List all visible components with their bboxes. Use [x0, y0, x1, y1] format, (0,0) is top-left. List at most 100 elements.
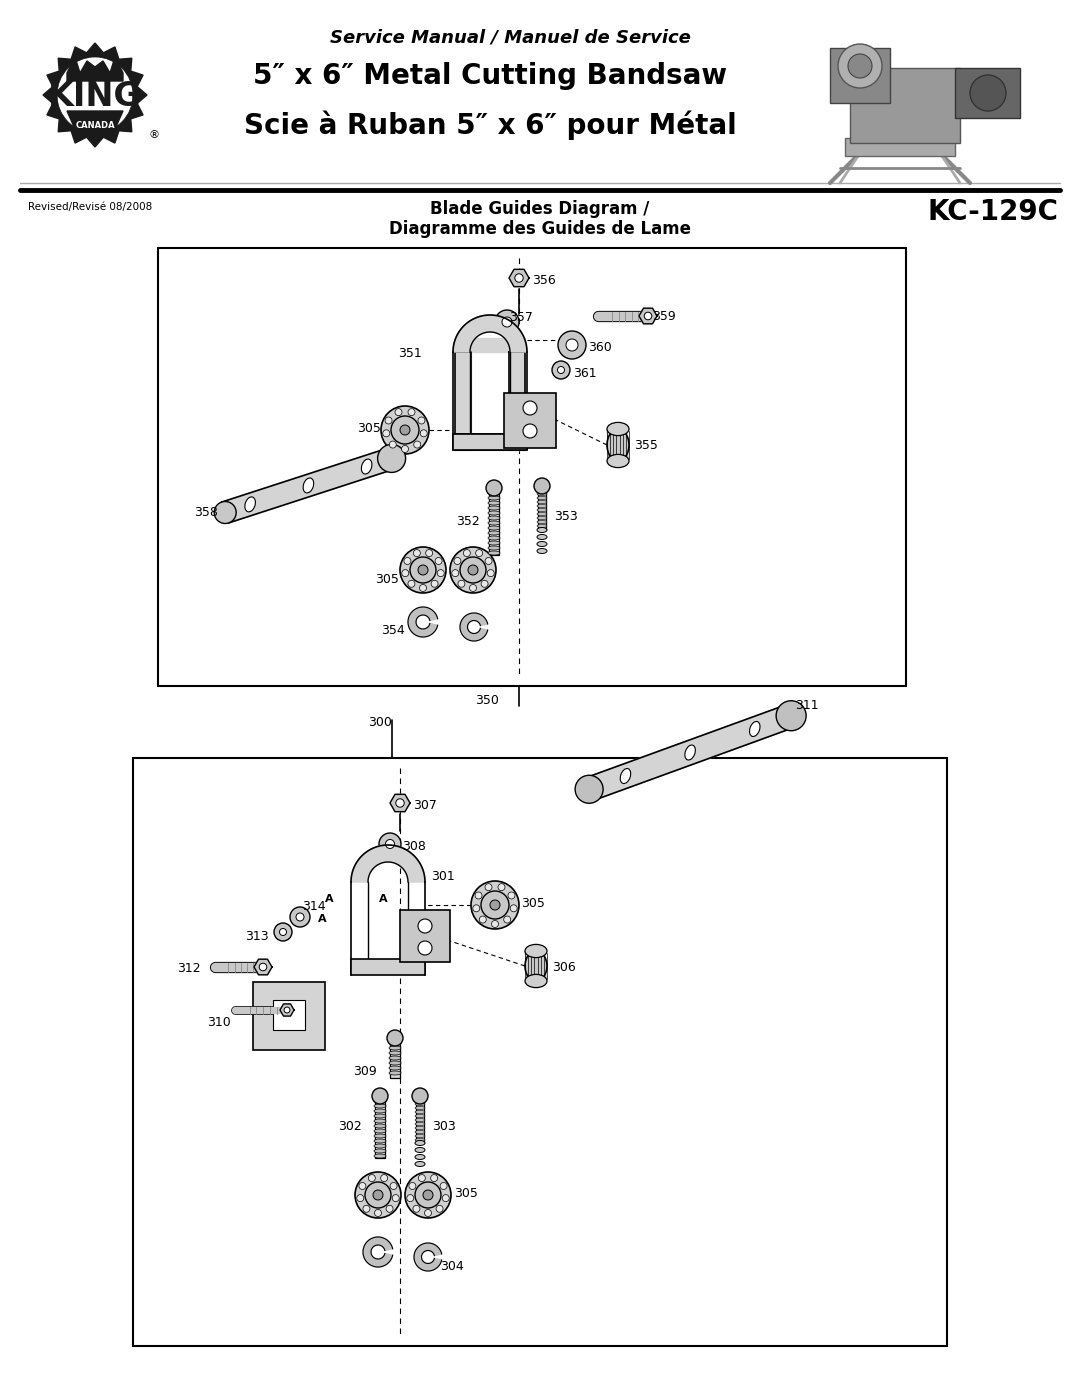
- Ellipse shape: [537, 517, 546, 520]
- Polygon shape: [509, 270, 529, 286]
- Circle shape: [481, 891, 509, 919]
- Ellipse shape: [374, 1125, 386, 1127]
- Text: 354: 354: [381, 624, 405, 637]
- Circle shape: [214, 502, 237, 524]
- Text: 351: 351: [399, 346, 422, 360]
- Circle shape: [363, 1206, 370, 1213]
- Circle shape: [408, 580, 415, 587]
- Ellipse shape: [537, 504, 546, 507]
- Circle shape: [970, 75, 1005, 110]
- Circle shape: [426, 549, 433, 556]
- Ellipse shape: [245, 497, 256, 511]
- Ellipse shape: [415, 1147, 426, 1153]
- Text: 308: 308: [402, 840, 426, 854]
- Ellipse shape: [488, 490, 500, 495]
- Circle shape: [450, 548, 496, 592]
- Text: KING: KING: [49, 81, 141, 113]
- Text: 361: 361: [573, 367, 596, 380]
- Circle shape: [838, 43, 882, 88]
- Ellipse shape: [685, 745, 696, 760]
- Ellipse shape: [389, 1041, 401, 1045]
- Bar: [850, 68, 960, 142]
- Text: 359: 359: [652, 310, 676, 323]
- Circle shape: [437, 570, 444, 577]
- Ellipse shape: [415, 1126, 426, 1130]
- Circle shape: [405, 1172, 451, 1218]
- Circle shape: [424, 1210, 432, 1217]
- Ellipse shape: [620, 768, 631, 784]
- Ellipse shape: [525, 974, 546, 988]
- Circle shape: [475, 893, 482, 900]
- Circle shape: [375, 1210, 381, 1217]
- Circle shape: [503, 916, 511, 923]
- Circle shape: [410, 557, 436, 583]
- Bar: [390, 1039, 400, 1078]
- Circle shape: [389, 441, 396, 448]
- Circle shape: [402, 570, 408, 577]
- Text: 5″ x 6″ Metal Cutting Bandsaw: 5″ x 6″ Metal Cutting Bandsaw: [253, 61, 727, 89]
- Ellipse shape: [374, 1104, 386, 1108]
- Ellipse shape: [389, 1071, 401, 1076]
- Ellipse shape: [488, 541, 500, 545]
- Ellipse shape: [750, 721, 760, 736]
- Circle shape: [386, 1206, 393, 1213]
- Circle shape: [387, 1030, 403, 1046]
- Circle shape: [372, 1088, 388, 1104]
- Ellipse shape: [374, 1148, 386, 1153]
- Circle shape: [485, 884, 492, 891]
- Ellipse shape: [389, 1066, 401, 1070]
- Circle shape: [431, 1175, 437, 1182]
- Ellipse shape: [525, 944, 546, 957]
- Ellipse shape: [537, 500, 546, 503]
- Text: 360: 360: [588, 341, 611, 353]
- Circle shape: [480, 916, 486, 923]
- Text: 303: 303: [432, 1120, 456, 1133]
- Circle shape: [502, 317, 512, 327]
- Circle shape: [378, 444, 406, 472]
- Text: Diagramme des Guides de Lame: Diagramme des Guides de Lame: [389, 219, 691, 237]
- Polygon shape: [585, 704, 795, 800]
- Circle shape: [381, 407, 429, 454]
- Circle shape: [356, 1194, 364, 1201]
- Circle shape: [411, 1088, 428, 1104]
- Circle shape: [475, 549, 483, 556]
- Text: 310: 310: [207, 1016, 231, 1030]
- Circle shape: [485, 557, 492, 564]
- Circle shape: [418, 919, 432, 933]
- Circle shape: [471, 882, 519, 929]
- Circle shape: [386, 416, 392, 425]
- Circle shape: [418, 942, 432, 956]
- Text: 314: 314: [302, 900, 326, 914]
- Ellipse shape: [525, 951, 546, 981]
- Circle shape: [373, 1190, 383, 1200]
- Text: 305: 305: [454, 1187, 477, 1200]
- Text: 301: 301: [431, 870, 455, 883]
- Circle shape: [413, 1206, 420, 1213]
- Bar: [416, 1098, 424, 1143]
- Bar: [955, 68, 1020, 117]
- Circle shape: [395, 409, 402, 416]
- Circle shape: [423, 1190, 433, 1200]
- Circle shape: [468, 564, 478, 576]
- Bar: [158, 249, 906, 686]
- Circle shape: [454, 557, 461, 564]
- Circle shape: [777, 701, 806, 731]
- Circle shape: [495, 310, 519, 334]
- Polygon shape: [408, 608, 437, 637]
- Ellipse shape: [415, 1139, 426, 1141]
- Circle shape: [395, 799, 404, 807]
- Circle shape: [418, 564, 428, 576]
- Bar: [489, 490, 499, 555]
- Circle shape: [534, 478, 550, 495]
- Circle shape: [463, 549, 471, 556]
- Text: CANADA: CANADA: [76, 120, 114, 130]
- Circle shape: [458, 580, 464, 587]
- Text: Service Manual / Manuel de Service: Service Manual / Manuel de Service: [329, 28, 690, 46]
- Circle shape: [415, 1182, 441, 1208]
- Circle shape: [490, 900, 500, 909]
- Text: Revised/Revisé 08/2008: Revised/Revisé 08/2008: [28, 203, 152, 212]
- Circle shape: [418, 1175, 426, 1182]
- Circle shape: [359, 1182, 366, 1189]
- Text: 304: 304: [440, 1260, 463, 1273]
- Bar: [453, 434, 527, 450]
